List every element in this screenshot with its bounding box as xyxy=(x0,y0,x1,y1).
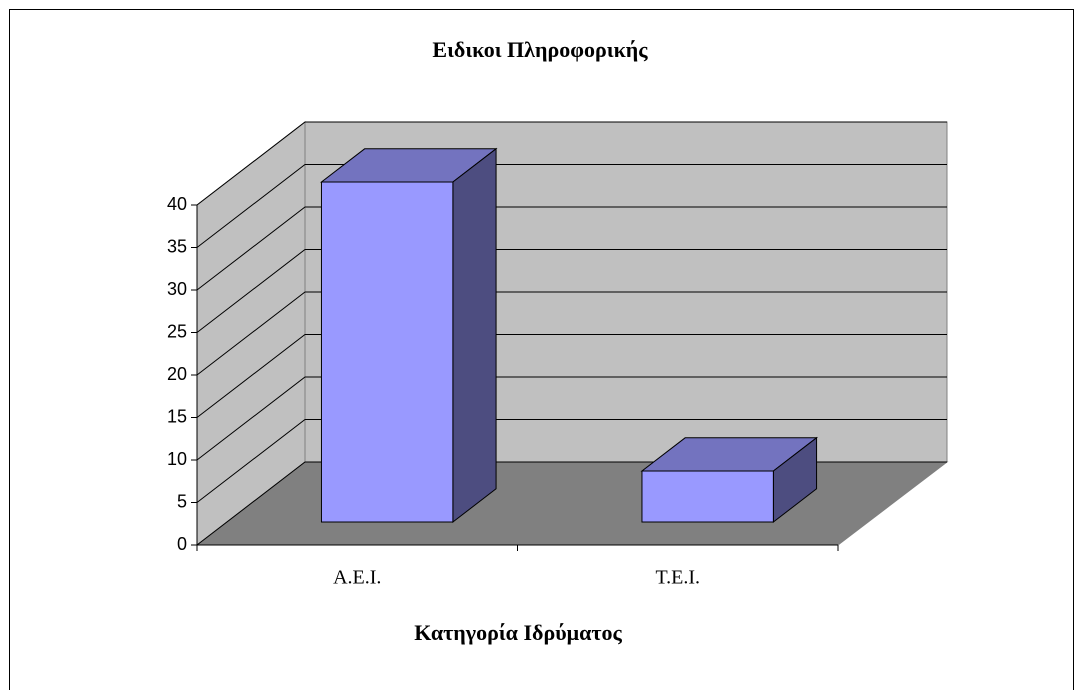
y-tick-label: 20 xyxy=(167,364,187,384)
grid-line xyxy=(196,121,947,206)
x-tick-label: Α.Ε.Ι. xyxy=(333,567,381,589)
grid xyxy=(196,121,947,546)
grid-line xyxy=(196,419,947,503)
grid-line xyxy=(196,206,947,291)
grid-line xyxy=(196,291,947,376)
grid-line xyxy=(196,376,947,461)
y-tick-label: 0 xyxy=(177,534,187,554)
y-tick-label: 10 xyxy=(167,449,187,469)
bar-side xyxy=(452,147,497,524)
floor xyxy=(195,461,949,546)
grid-line xyxy=(196,164,947,248)
y-tick-label: 15 xyxy=(167,406,187,426)
grid-line xyxy=(196,249,947,333)
x-axis-title: Κατηγορία Ιδρύματος xyxy=(414,620,622,645)
chart-title: Ειδικοι Πληροφορικής xyxy=(432,37,648,62)
x-tick-label: Τ.Ε.Ι. xyxy=(655,567,700,589)
grid-line xyxy=(196,334,947,418)
y-tick-label: 30 xyxy=(167,279,187,299)
bar xyxy=(641,470,774,523)
y-tick-label: 5 xyxy=(177,491,187,511)
chart-border xyxy=(9,9,1074,690)
y-tick-label: 25 xyxy=(167,321,187,341)
y-tick-label: 35 xyxy=(167,236,187,256)
y-tick-label: 40 xyxy=(167,194,187,214)
bar xyxy=(320,181,454,523)
bars xyxy=(319,147,819,524)
